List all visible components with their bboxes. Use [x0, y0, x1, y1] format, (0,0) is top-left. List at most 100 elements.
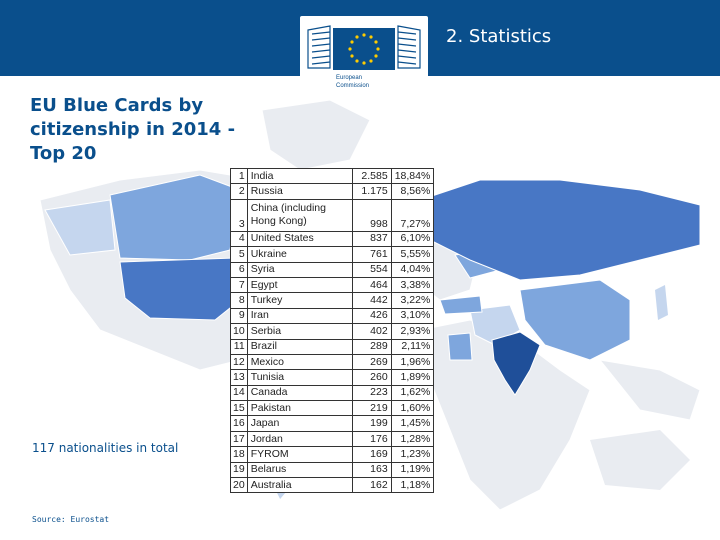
rank-cell: 7: [230, 276, 248, 294]
share-cell: 1,96%: [390, 353, 435, 371]
rank-cell: 17: [230, 430, 248, 448]
count-cell: 2.585: [351, 167, 392, 185]
rank-cell: 10: [230, 323, 248, 340]
country-cell: China (including Hong Kong): [246, 198, 353, 232]
share-cell: 7,27%: [390, 198, 435, 232]
rank-cell: 12: [230, 353, 248, 371]
count-cell: 176: [351, 430, 392, 448]
country-cell: Brazil: [246, 338, 353, 355]
logo-line-1: European: [336, 75, 363, 81]
share-cell: 5,55%: [390, 246, 435, 263]
rank-cell: 3: [230, 198, 248, 232]
share-cell: 1,19%: [390, 461, 435, 479]
table-row: 7 Egypt 464 3,38%: [230, 276, 435, 294]
count-cell: 163: [351, 461, 392, 479]
rank-cell: 1: [230, 167, 248, 185]
japan-shape: [655, 285, 668, 320]
share-cell: 4,04%: [390, 261, 435, 278]
page-title: EU Blue Cards by citizenship in 2014 - T…: [30, 95, 236, 164]
share-cell: 2,11%: [390, 338, 435, 355]
southeast-asia-shape: [598, 359, 701, 421]
rank-cell: 9: [230, 307, 248, 325]
table-row: 15 Pakistan 219 1,60%: [230, 400, 435, 417]
greenland-shape: [261, 99, 371, 171]
count-cell: 260: [351, 369, 392, 386]
logo-text: European Commission: [336, 74, 369, 90]
country-cell: Belarus: [246, 461, 353, 479]
count-cell: 269: [351, 353, 392, 371]
country-cell: Tunisia: [246, 369, 353, 386]
share-cell: 3,10%: [390, 307, 435, 325]
share-cell: 2,93%: [390, 323, 435, 340]
table-row: 18 FYROM 169 1,23%: [230, 446, 435, 463]
country-cell: Turkey: [246, 292, 353, 309]
country-cell: United States: [246, 230, 353, 248]
country-cell: Australia: [246, 477, 353, 494]
china-shape: [519, 279, 631, 361]
rank-cell: 5: [230, 246, 248, 263]
rank-cell: 16: [230, 415, 248, 432]
rank-cell: 11: [230, 338, 248, 355]
rank-cell: 4: [230, 230, 248, 248]
table-row: 12 Mexico 269 1,96%: [230, 353, 435, 371]
country-cell: India: [246, 167, 353, 185]
count-cell: 162: [351, 477, 392, 494]
country-cell: Syria: [246, 261, 353, 278]
count-cell: 1.175: [351, 183, 392, 200]
rank-cell: 14: [230, 384, 248, 402]
table-row: 20 Australia 162 1,18%: [230, 477, 435, 494]
rank-cell: 8: [230, 292, 248, 309]
share-cell: 1,18%: [390, 477, 435, 494]
share-cell: 3,22%: [390, 292, 435, 309]
count-cell: 426: [351, 307, 392, 325]
rank-cell: 19: [230, 461, 248, 479]
stats-table-body: 1 India 2.585 18,84% 2 Russia 1.175 8,56% 3 China…: [230, 167, 435, 494]
count-cell: 464: [351, 276, 392, 294]
share-cell: 1,45%: [390, 415, 435, 432]
india-shape: [491, 331, 541, 396]
share-cell: 1,62%: [390, 384, 435, 402]
table-row: 9 Iran 426 3,10%: [230, 307, 435, 325]
count-cell: 223: [351, 384, 392, 402]
table-row: 17 Jordan 176 1,28%: [230, 430, 435, 448]
share-cell: 1,23%: [390, 446, 435, 463]
egypt-shape: [447, 332, 473, 361]
count-cell: 199: [351, 415, 392, 432]
country-cell: Egypt: [246, 276, 353, 294]
table-row: 13 Tunisia 260 1,89%: [230, 369, 435, 386]
country-cell: Iran: [246, 307, 353, 325]
share-cell: 1,60%: [390, 400, 435, 417]
count-cell: 761: [351, 246, 392, 263]
stats-table: 1 India 2.585 18,84% 2 Russia 1.175 8,56% 3 China…: [230, 167, 435, 494]
country-cell: Pakistan: [246, 400, 353, 417]
count-cell: 402: [351, 323, 392, 340]
count-cell: 219: [351, 400, 392, 417]
share-cell: 1,28%: [390, 430, 435, 448]
rank-cell: 2: [230, 183, 248, 200]
country-cell: Jordan: [246, 430, 353, 448]
rank-cell: 15: [230, 400, 248, 417]
table-row: 14 Canada 223 1,62%: [230, 384, 435, 402]
table-row: 16 Japan 199 1,45%: [230, 415, 435, 432]
count-cell: 837: [351, 230, 392, 248]
count-cell: 998: [351, 198, 392, 232]
country-cell: Ukraine: [246, 246, 353, 263]
section-title: 2. Statistics: [446, 26, 552, 47]
count-cell: 442: [351, 292, 392, 309]
country-cell: Mexico: [246, 353, 353, 371]
table-row: 1 India 2.585 18,84%: [230, 167, 435, 185]
country-cell: Japan: [246, 415, 353, 432]
table-row: 10 Serbia 402 2,93%: [230, 323, 435, 340]
share-cell: 8,56%: [390, 183, 435, 200]
table-row: 2 Russia 1.175 8,56%: [230, 183, 435, 200]
nationalities-note: 117 nationalities in total: [32, 441, 179, 455]
turkey-shape: [439, 295, 483, 315]
share-cell: 6,10%: [390, 230, 435, 248]
table-row: 11 Brazil 289 2,11%: [230, 338, 435, 355]
country-cell: Russia: [246, 183, 353, 200]
rank-cell: 6: [230, 261, 248, 278]
alaska-shape: [44, 199, 116, 256]
rank-cell: 13: [230, 369, 248, 386]
eu-stars-icon: [348, 33, 380, 65]
table-row: 19 Belarus 163 1,19%: [230, 461, 435, 479]
